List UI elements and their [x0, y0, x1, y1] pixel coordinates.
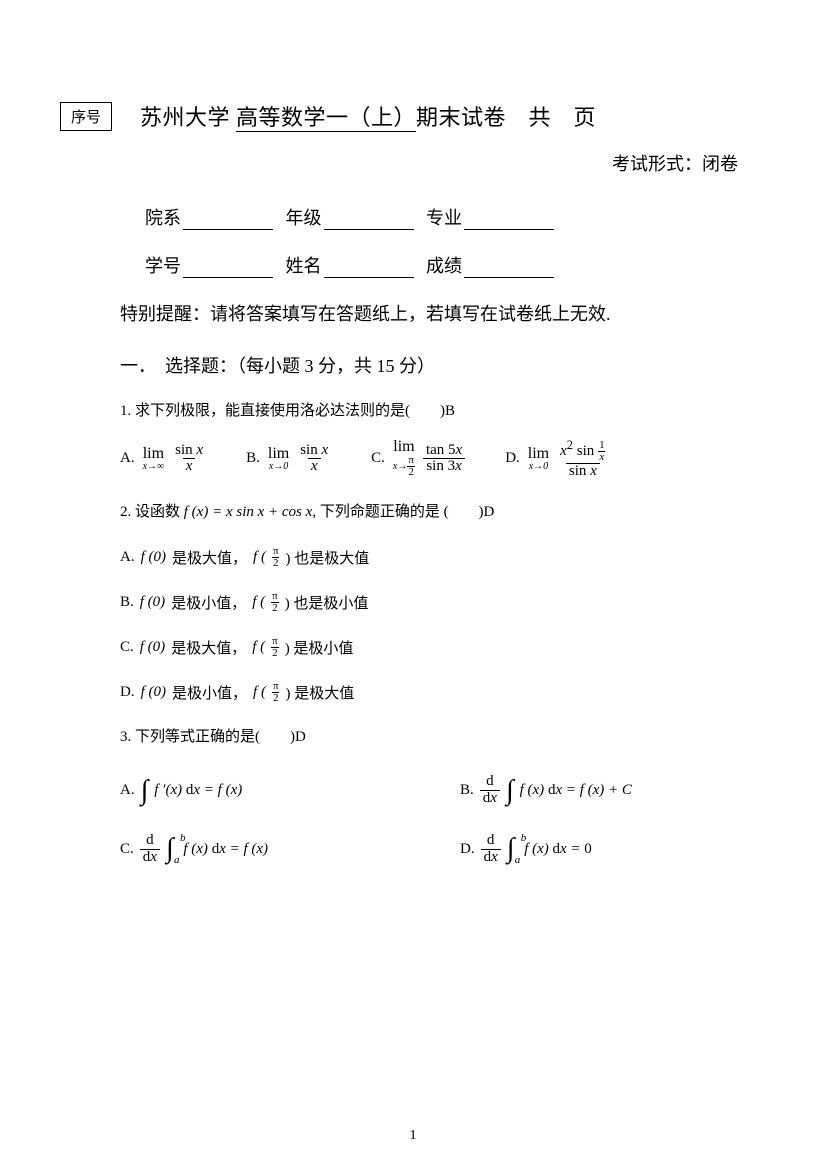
q1-a-frac: sin xx — [172, 443, 206, 476]
q2-opt-b: B. f (0) 是极小值，f (π2) 也是极小值 — [120, 591, 746, 614]
q3-row-1: A. ∫ f ′(x) dx = f (x) B. ddx ∫ f (x) dx… — [120, 774, 746, 807]
label-score: 成绩 — [426, 256, 462, 276]
q2-d-f0: f (0) — [141, 684, 166, 701]
q2-c-mid: 是极大值， — [171, 637, 246, 658]
q2-d-pre: D. — [120, 684, 135, 701]
q2-d-mid: 是极小值， — [172, 682, 247, 703]
q3-d-label: D. — [460, 841, 475, 858]
student-form: 院系 年级 专业 学号 姓名 成绩 — [145, 204, 746, 278]
q3-options: A. ∫ f ′(x) dx = f (x) B. ddx ∫ f (x) dx… — [120, 774, 746, 865]
q1-b-label: B. — [246, 450, 260, 467]
q1-opt-d: D. limx→0 x2 sin 1x sin x — [505, 439, 608, 480]
q2-c-pre: C. — [120, 639, 134, 656]
q3-b-label: B. — [460, 782, 474, 799]
page-number: 1 — [0, 1128, 826, 1144]
q1-opt-c: C. limx→π2 tan 5xsin 3x — [371, 439, 465, 478]
q3-c-ddx: ddx — [140, 833, 160, 866]
q1-d-lim: limx→0 — [528, 446, 549, 472]
q1-c-lim: limx→π2 — [393, 439, 415, 478]
q1-b-frac: sin xx — [297, 443, 331, 476]
blank-name — [324, 257, 414, 278]
exam-page: 序号 苏州大学 高等数学一（上）期末试卷 共 页 考试形式：闭卷 院系 年级 专… — [0, 0, 826, 905]
q2-d-tail: ) 是极大值 — [286, 682, 355, 703]
section-1-head: 一． 选择题：（每小题 3 分，共 15 分） — [120, 352, 746, 378]
title-prefix: 苏州大学 — [140, 105, 236, 130]
q2-fx: f (x) = x sin x + cos x — [184, 504, 313, 520]
integral-icon: ∫ba — [507, 836, 515, 861]
blank-score — [464, 257, 554, 278]
q1-stem: 1. 求下列极限，能直接使用洛必达法则的是( )B — [120, 400, 746, 423]
integral-icon: ∫ — [141, 778, 149, 803]
q1-d-frac: x2 sin 1x sin x — [557, 439, 608, 480]
title-course: 高等数学一（上） — [236, 105, 416, 132]
q1-a-lim: limx→∞ — [143, 446, 165, 472]
q2-a-tail: ) 也是极大值 — [286, 547, 370, 568]
q2-a-f0: f (0) — [141, 549, 166, 566]
q2-options: A. f (0) 是极大值，f (π2) 也是极大值 B. f (0) 是极小值… — [120, 546, 746, 704]
q1-d-label: D. — [505, 450, 520, 467]
q1-a-label: A. — [120, 450, 135, 467]
q2-opt-a: A. f (0) 是极大值，f (π2) 也是极大值 — [120, 546, 746, 569]
label-major: 专业 — [426, 208, 462, 228]
q2-a-mid: 是极大值， — [172, 547, 247, 568]
q2-c-fpi: f ( — [252, 639, 265, 656]
q2-stem: 2. 设函数 f (x) = x sin x + cos x, 下列命题正确的是… — [120, 501, 746, 524]
q2-b-tail: ) 也是极小值 — [285, 592, 369, 613]
q3-b-expr: f (x) dx = f (x) + C — [520, 782, 632, 799]
q3-opt-b: B. ddx ∫ f (x) dx = f (x) + C — [460, 774, 632, 807]
blank-dept — [183, 209, 273, 230]
q1-options: A. limx→∞ sin xx B. limx→0 sin xx C. lim… — [120, 439, 746, 480]
q2-b-mid: 是极小值， — [171, 592, 246, 613]
q3-c-label: C. — [120, 841, 134, 858]
q3-d-ddx: ddx — [481, 833, 501, 866]
q1-opt-b: B. limx→0 sin xx — [246, 443, 331, 476]
form-row-2: 学号 姓名 成绩 — [145, 252, 746, 278]
form-row-1: 院系 年级 专业 — [145, 204, 746, 230]
q2-post: , 下列命题正确的是 ( )D — [312, 504, 494, 520]
blank-id — [183, 257, 273, 278]
integral-icon: ∫ba — [166, 836, 174, 861]
title-suffix: 期末试卷 共 页 — [416, 105, 596, 130]
serial-label-box: 序号 — [60, 102, 112, 131]
q2-opt-c: C. f (0) 是极大值，f (π2) 是极小值 — [120, 636, 746, 659]
q2-b-pre: B. — [120, 594, 134, 611]
q3-opt-a: A. ∫ f ′(x) dx = f (x) — [120, 778, 460, 803]
q1-opt-a: A. limx→∞ sin xx — [120, 443, 206, 476]
q1-b-lim: limx→0 — [268, 446, 289, 472]
q2-opt-d: D. f (0) 是极小值，f (π2) 是极大值 — [120, 681, 746, 704]
title-row: 苏州大学 高等数学一（上）期末试卷 共 页 — [140, 100, 746, 132]
q3-stem: 3. 下列等式正确的是( )D — [120, 726, 746, 749]
serial-label: 序号 — [71, 110, 101, 126]
q1-c-label: C. — [371, 450, 385, 467]
q3-b-ddx: ddx — [480, 774, 500, 807]
q2-a-pre: A. — [120, 549, 135, 566]
q2-b-f0: f (0) — [140, 594, 165, 611]
q2-b-fpi: f ( — [252, 594, 265, 611]
q2-c-f0: f (0) — [140, 639, 165, 656]
q3-opt-d: D. ddx ∫ba f (x) dx = 0 — [460, 833, 592, 866]
q2-a-fpi: f ( — [253, 549, 266, 566]
q1-c-frac: tan 5xsin 3x — [423, 443, 465, 476]
label-grade: 年级 — [286, 208, 322, 228]
label-id: 学号 — [145, 256, 181, 276]
q3-d-expr: f (x) dx = 0 — [520, 841, 591, 858]
q3-c-expr: f (x) dx = f (x) — [180, 841, 268, 858]
label-name: 姓名 — [286, 256, 322, 276]
blank-grade — [324, 209, 414, 230]
q3-a-expr: f ′(x) dx = f (x) — [154, 782, 242, 799]
reminder: 特别提醒：请将答案填写在答题纸上，若填写在试卷纸上无效. — [120, 300, 746, 326]
q2-d-fpi: f ( — [253, 684, 266, 701]
q3-row-2: C. ddx ∫ba f (x) dx = f (x) D. ddx ∫ba f… — [120, 833, 746, 866]
q3-a-label: A. — [120, 782, 135, 799]
exam-type: 考试形式：闭卷 — [60, 150, 738, 176]
blank-major — [464, 209, 554, 230]
integral-icon: ∫ — [506, 778, 514, 803]
q2-c-tail: ) 是极小值 — [285, 637, 354, 658]
q3-opt-c: C. ddx ∫ba f (x) dx = f (x) — [120, 833, 460, 866]
q2-pre: 2. 设函数 — [120, 504, 184, 520]
label-dept: 院系 — [145, 208, 181, 228]
